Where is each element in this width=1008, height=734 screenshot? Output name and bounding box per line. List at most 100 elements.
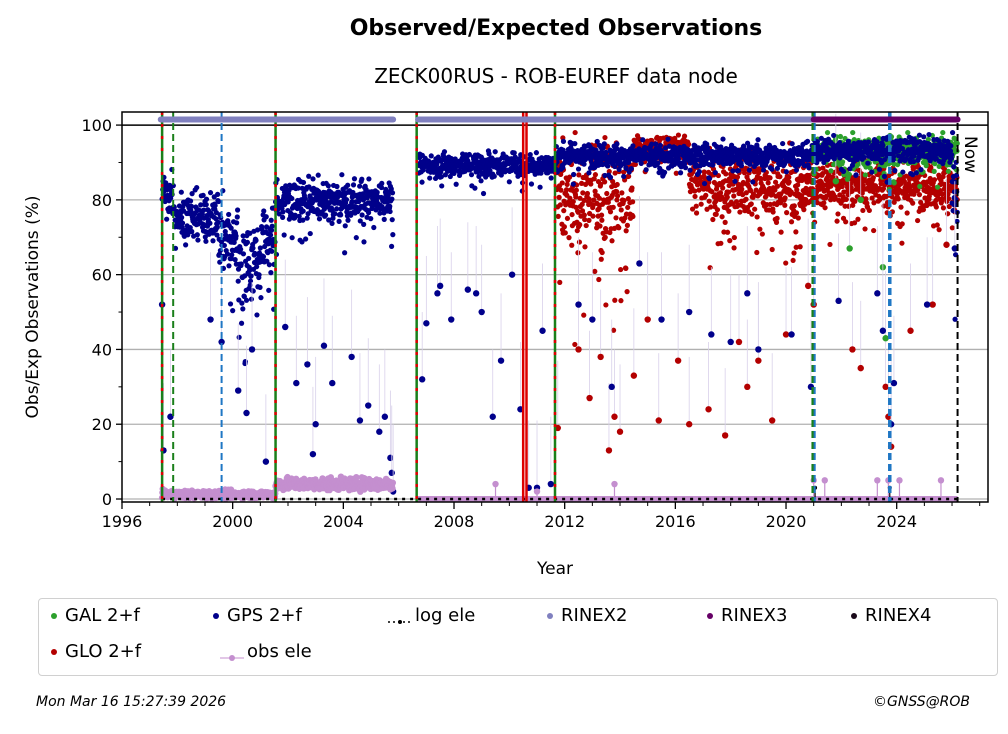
data-point (724, 194, 730, 200)
data-point (895, 196, 901, 202)
data-point (389, 190, 396, 196)
data-point (427, 175, 433, 181)
data-point (419, 179, 425, 185)
data-point (194, 184, 200, 191)
data-point (591, 176, 597, 182)
data-point (267, 232, 274, 238)
data-point (345, 217, 351, 223)
data-point (949, 129, 956, 136)
outlier-point (755, 346, 762, 353)
data-point (701, 169, 707, 175)
data-point (954, 140, 960, 146)
data-point (614, 189, 620, 195)
data-point (804, 138, 811, 144)
data-point (616, 225, 622, 231)
data-point (381, 216, 387, 222)
data-point (557, 202, 563, 208)
data-point (755, 137, 761, 143)
data-point (269, 223, 275, 229)
data-point (795, 215, 801, 221)
data-point (665, 136, 671, 142)
data-point (306, 173, 312, 179)
data-point (226, 263, 232, 269)
data-point (170, 183, 176, 189)
outlier-point (685, 421, 693, 428)
outlier-point (329, 379, 336, 387)
data-point (570, 171, 577, 178)
data-point (366, 176, 372, 182)
data-point (591, 197, 597, 203)
data-point (586, 217, 592, 223)
outlier-point (589, 316, 596, 323)
data-point (746, 167, 753, 173)
data-point (949, 152, 955, 158)
data-point (630, 199, 636, 205)
data-point (588, 181, 594, 187)
data-point (727, 238, 733, 244)
data-point (268, 217, 274, 223)
data-point (881, 173, 887, 179)
data-point (250, 245, 256, 251)
data-point (626, 173, 632, 179)
data-point (387, 208, 393, 215)
data-point (731, 234, 737, 241)
data-point (215, 219, 221, 225)
data-point (726, 182, 732, 189)
data-point (923, 163, 929, 169)
data-point (345, 182, 351, 188)
data-point (613, 215, 619, 221)
outlier-point (685, 308, 693, 316)
data-point (920, 207, 927, 213)
data-point (760, 167, 767, 173)
data-point (389, 243, 395, 249)
data-point (581, 312, 587, 318)
data-point (221, 242, 227, 249)
data-point (203, 202, 209, 208)
data-point (774, 183, 781, 189)
data-point (253, 237, 259, 244)
data-point (572, 141, 578, 147)
data-point (621, 197, 627, 204)
data-point (389, 217, 395, 223)
outlier-point (890, 379, 898, 387)
data-point (261, 208, 267, 214)
series-glo (553, 129, 960, 454)
data-point (840, 168, 847, 175)
data-point (725, 189, 732, 195)
data-point (758, 176, 764, 182)
data-point (801, 207, 807, 213)
data-point (289, 195, 295, 202)
data-point (789, 141, 795, 147)
data-point (289, 235, 295, 241)
data-point (625, 196, 631, 202)
data-point (257, 284, 263, 290)
data-point (754, 214, 760, 220)
data-point (592, 172, 599, 178)
outlier-point (721, 432, 729, 439)
data-point (596, 276, 602, 283)
data-point (612, 297, 618, 303)
data-point (851, 136, 857, 143)
data-point (230, 308, 236, 314)
data-point (853, 172, 859, 178)
data-point (581, 197, 587, 204)
data-point (871, 200, 877, 206)
data-point (564, 215, 571, 222)
data-point (527, 151, 533, 158)
data-point (692, 193, 698, 200)
data-point (624, 222, 630, 228)
data-point (682, 165, 689, 171)
data-point (557, 279, 563, 285)
data-point (867, 165, 873, 171)
data-point (583, 222, 589, 229)
data-point (780, 140, 786, 147)
data-point (226, 211, 232, 218)
data-point (224, 251, 231, 257)
data-point (238, 320, 245, 326)
data-point (931, 168, 937, 174)
data-point (610, 327, 617, 333)
outlier-point (235, 387, 242, 394)
data-point (577, 195, 583, 201)
data-point (300, 208, 306, 214)
outlier-point (835, 297, 842, 305)
